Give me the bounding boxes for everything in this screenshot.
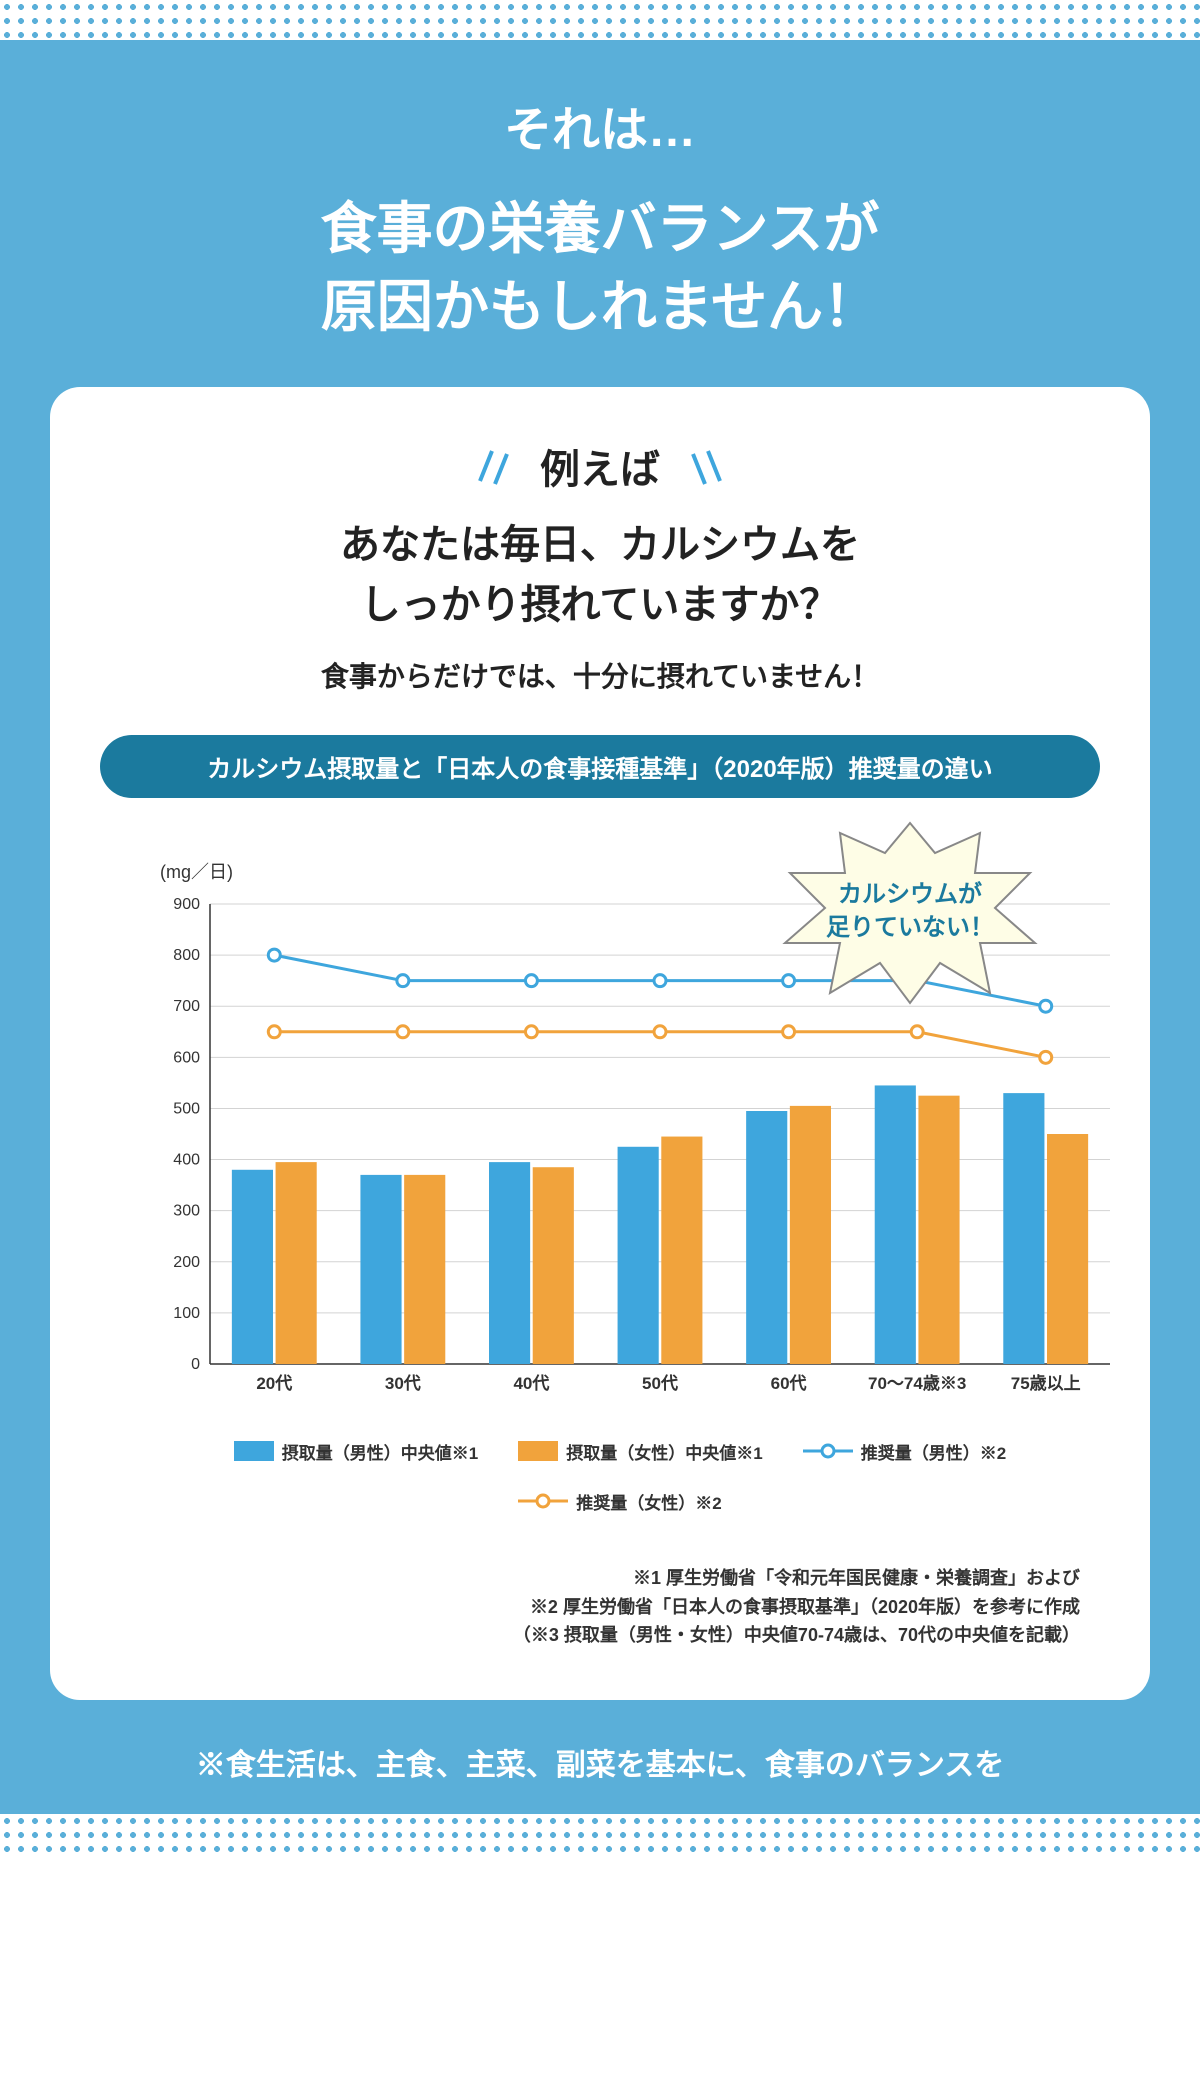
header-title-line1: 食事の栄養バランスが xyxy=(321,197,880,260)
legend-swatch-female-bar xyxy=(518,1441,558,1461)
svg-text:100: 100 xyxy=(173,1305,200,1322)
svg-text:20代: 20代 xyxy=(256,1373,292,1393)
legend-line-male-label: 推奨量（男性）※2 xyxy=(861,1439,1006,1464)
legend-line-female-icon xyxy=(518,1491,568,1511)
legend-line-female-label: 推奨量（女性）※2 xyxy=(576,1489,721,1514)
svg-text:200: 200 xyxy=(173,1254,200,1271)
legend-swatch-male-bar xyxy=(234,1441,274,1461)
bottom-dots-border xyxy=(0,1814,1200,1854)
svg-text:75歳以上: 75歳以上 xyxy=(1011,1373,1081,1393)
bottom-note: ※食生活は、主食、主菜、副菜を基本に、食事のバランスを xyxy=(50,1740,1150,1784)
chart-title-pill: カルシウム摂取量と「日本人の食事接種基準」（2020年版）推奨量の違い xyxy=(100,735,1100,798)
svg-text:500: 500 xyxy=(173,1100,200,1117)
question-line1: あなたは毎日、カルシウムを xyxy=(340,523,860,567)
svg-text:900: 900 xyxy=(173,896,200,913)
legend-bar-male: 摂取量（男性）中央値※1 xyxy=(234,1439,478,1464)
svg-text:60代: 60代 xyxy=(771,1373,807,1393)
callout-burst: カルシウムが 足りていない！ xyxy=(780,818,1040,1008)
question-line2: しっかり摂れていますか？ xyxy=(361,583,840,627)
burst-text: カルシウムが 足りていない！ xyxy=(780,878,1040,945)
legend-bar-female-label: 摂取量（女性）中央値※1 xyxy=(566,1439,762,1464)
footnote-1: ※1 厚生労働省「令和元年国民健康・栄養調査」および xyxy=(160,1564,1080,1593)
sub-text: 食事からだけでは、十分に摂れていません！ xyxy=(100,655,1100,695)
header-lead: それは… xyxy=(50,90,1150,160)
svg-text:40代: 40代 xyxy=(513,1373,549,1393)
main-container: それは… 食事の栄養バランスが 原因かもしれません！ 例えば あなたは毎日、カル… xyxy=(0,40,1200,1814)
svg-text:700: 700 xyxy=(173,998,200,1015)
legend-line-female: 推奨量（女性）※2 xyxy=(518,1489,721,1514)
chart-legend: 摂取量（男性）中央値※1 摂取量（女性）中央値※1 推奨量（男性）※2 xyxy=(160,1439,1080,1514)
example-label-row: 例えば xyxy=(100,437,1100,495)
slash-left-icon xyxy=(470,446,520,486)
svg-text:400: 400 xyxy=(173,1151,200,1168)
burst-line2: 足りていない！ xyxy=(826,914,994,941)
svg-text:70～74歳※3: 70～74歳※3 xyxy=(868,1373,966,1393)
top-dots-border xyxy=(0,0,1200,40)
svg-text:30代: 30代 xyxy=(385,1373,421,1393)
svg-text:800: 800 xyxy=(173,947,200,964)
example-label-text: 例えば xyxy=(540,437,660,495)
legend-bar-male-label: 摂取量（男性）中央値※1 xyxy=(282,1439,478,1464)
legend-line-male: 推奨量（男性）※2 xyxy=(803,1439,1006,1464)
svg-text:0: 0 xyxy=(191,1356,200,1373)
footnote-2: ※2 厚生労働省「日本人の食事摂取基準」（2020年版）を参考に作成 xyxy=(160,1593,1080,1622)
legend-bar-female: 摂取量（女性）中央値※1 xyxy=(518,1439,762,1464)
slash-right-icon xyxy=(680,446,730,486)
svg-text:50代: 50代 xyxy=(642,1373,678,1393)
footnote-3: （※3 摂取量（男性・女性）中央値70-74歳は、70代の中央値を記載） xyxy=(160,1621,1080,1650)
svg-text:300: 300 xyxy=(173,1202,200,1219)
burst-line1: カルシウムが xyxy=(838,881,982,908)
chart-footnotes: ※1 厚生労働省「令和元年国民健康・栄養調査」および ※2 厚生労働省「日本人の… xyxy=(160,1564,1080,1650)
question-heading: あなたは毎日、カルシウムを しっかり摂れていますか？ xyxy=(100,515,1100,635)
legend-line-male-icon xyxy=(803,1441,853,1461)
chart-area: カルシウムが 足りていない！ (mg／日) 010020030040050060… xyxy=(100,838,1100,1660)
svg-text:600: 600 xyxy=(173,1049,200,1066)
content-card: 例えば あなたは毎日、カルシウムを しっかり摂れていますか？ 食事からだけでは、… xyxy=(50,387,1150,1700)
header-title: 食事の栄養バランスが 原因かもしれません！ xyxy=(50,190,1150,347)
header-title-line2: 原因かもしれません！ xyxy=(321,275,879,338)
